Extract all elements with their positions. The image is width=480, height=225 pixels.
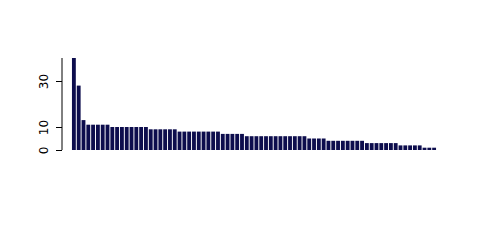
bar (211, 132, 215, 150)
bar (370, 143, 374, 150)
bar (423, 148, 427, 150)
bar (86, 125, 90, 150)
bar (274, 136, 278, 150)
bar (365, 143, 369, 150)
bar (351, 141, 355, 150)
bar (134, 127, 138, 150)
bar (158, 129, 162, 150)
bar (317, 139, 321, 151)
bar (379, 143, 383, 150)
bar (96, 125, 100, 150)
bar (202, 132, 206, 150)
bar (101, 125, 105, 150)
bar (82, 120, 86, 150)
bar (230, 134, 234, 150)
bar (355, 141, 359, 150)
y-axis: 0 10 30 (37, 58, 62, 154)
bar (182, 132, 186, 150)
bar (254, 136, 258, 150)
bar (375, 143, 379, 150)
bar (259, 136, 263, 150)
bar (235, 134, 239, 150)
bar (72, 58, 76, 150)
bar (427, 148, 431, 150)
bar (197, 132, 201, 150)
bar (178, 132, 182, 150)
bar (346, 141, 350, 150)
tick-mark (56, 81, 62, 82)
bar (144, 127, 148, 150)
bar (384, 143, 388, 150)
bar (307, 139, 311, 151)
bar (226, 134, 230, 150)
bar (322, 139, 326, 151)
bar (418, 145, 422, 150)
bar (327, 141, 331, 150)
bar (173, 129, 177, 150)
tick-label: 10 (37, 120, 51, 135)
bar (360, 141, 364, 150)
bar (399, 145, 403, 150)
bar (394, 143, 398, 150)
bar (408, 145, 412, 150)
bar (283, 136, 287, 150)
bar (288, 136, 292, 150)
bar (245, 136, 249, 150)
bar (303, 136, 307, 150)
bar (403, 145, 407, 150)
bar (106, 125, 110, 150)
bar (240, 134, 244, 150)
bar (192, 132, 196, 150)
bar (264, 136, 268, 150)
bar (293, 136, 297, 150)
tick: 0 (37, 147, 62, 155)
bar (331, 141, 335, 150)
tick-label: 30 (37, 74, 51, 89)
bar (432, 148, 436, 150)
bar (187, 132, 191, 150)
bars (72, 58, 436, 150)
bar (250, 136, 254, 150)
bar (312, 139, 316, 151)
bar (77, 86, 81, 150)
bar (336, 141, 340, 150)
bar (341, 141, 345, 150)
bar (168, 129, 172, 150)
bar (221, 134, 225, 150)
tick-mark (56, 150, 62, 151)
bar (110, 127, 114, 150)
bar (130, 127, 134, 150)
bar (163, 129, 167, 150)
axis-line (62, 58, 63, 150)
chart: 0 10 30 (0, 0, 480, 225)
bar (120, 127, 124, 150)
bar (278, 136, 282, 150)
bar (125, 127, 129, 150)
bar (298, 136, 302, 150)
tick-label: 0 (37, 147, 51, 155)
tick-mark (56, 127, 62, 128)
bar (91, 125, 95, 150)
bar (413, 145, 417, 150)
bar (139, 127, 143, 150)
bar (149, 129, 153, 150)
bar (269, 136, 273, 150)
tick: 10 (37, 120, 62, 135)
bar (389, 143, 393, 150)
bar (154, 129, 158, 150)
tick: 30 (37, 74, 62, 89)
bar (206, 132, 210, 150)
bar (216, 132, 220, 150)
bar (115, 127, 119, 150)
